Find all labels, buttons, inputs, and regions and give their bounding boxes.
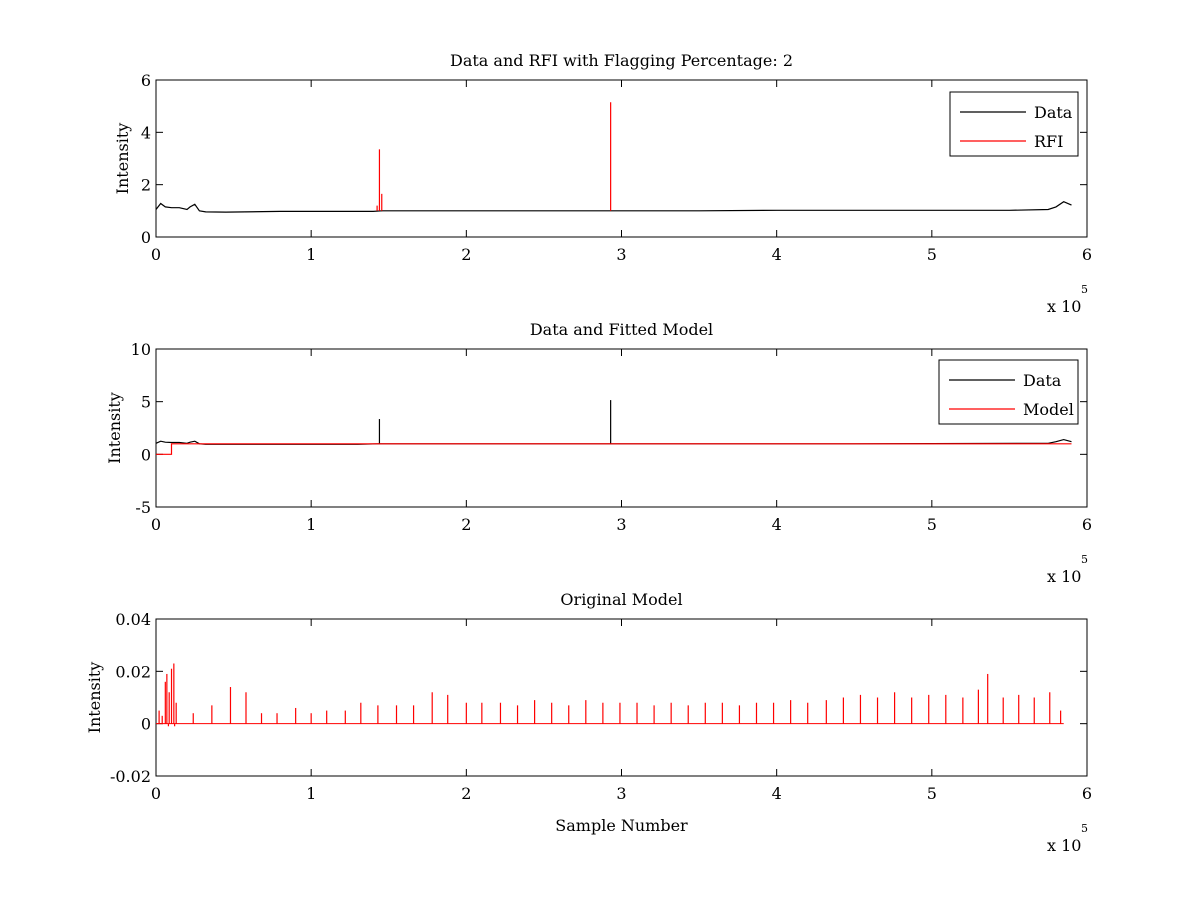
y-tick-label: 0.04 [115, 610, 151, 629]
x-tick-label: 3 [616, 784, 626, 803]
x-tick-label: 5 [927, 245, 937, 264]
series-model-line [156, 443, 1072, 455]
x-tick-label: 6 [1082, 245, 1092, 264]
x-tick-label: 4 [772, 515, 782, 534]
x-tick-label: 6 [1082, 784, 1092, 803]
x-tick-label: 1 [306, 515, 316, 534]
legend-box [938, 359, 1079, 425]
y-tick-label: 5 [141, 393, 151, 412]
x-tick-label: 5 [927, 784, 937, 803]
x-multiplier-exponent: 5 [1081, 283, 1088, 296]
y-tick-label: 0 [141, 445, 151, 464]
x-multiplier-label: x 10 [1047, 836, 1081, 855]
x-tick-label: 5 [927, 515, 937, 534]
y-tick-label: 4 [141, 123, 151, 142]
x-tick-label: 1 [306, 784, 316, 803]
legend-label-rfi: RFI [1034, 132, 1063, 151]
x-tick-label: 3 [616, 515, 626, 534]
legend-label-model: Model [1023, 400, 1074, 419]
panels: Data and RFI with Flagging Percentage: 2… [85, 51, 1092, 855]
x-tick-label: 1 [306, 245, 316, 264]
y-tick-label: -5 [135, 498, 151, 517]
x-tick-label: 0 [151, 515, 161, 534]
legend-label-data: Data [1023, 371, 1062, 390]
x-multiplier-exponent: 5 [1081, 553, 1088, 566]
y-tick-label: 6 [141, 71, 151, 90]
y-tick-label: 0 [141, 228, 151, 247]
x-tick-label: 3 [616, 245, 626, 264]
x-tick-label: 4 [772, 784, 782, 803]
x-multiplier-label: x 10 [1047, 297, 1081, 316]
legend-label-data: Data [1034, 103, 1073, 122]
x-tick-label: 6 [1082, 515, 1092, 534]
x-tick-label: 0 [151, 784, 161, 803]
x-tick-label: 2 [461, 515, 471, 534]
y-axis-label: Intensity [105, 392, 124, 464]
y-tick-label: 0 [141, 715, 151, 734]
chart-title: Data and Fitted Model [530, 320, 713, 339]
x-tick-label: 2 [461, 784, 471, 803]
y-axis-label: Intensity [113, 123, 132, 195]
chart-panel-1: Data and RFI with Flagging Percentage: 2… [113, 51, 1092, 316]
series-data-line [155, 201, 1072, 213]
x-tick-label: 0 [151, 245, 161, 264]
chart-title: Data and RFI with Flagging Percentage: 2 [450, 51, 793, 70]
x-multiplier-label: x 10 [1047, 567, 1081, 586]
x-tick-label: 4 [772, 245, 782, 264]
y-axis-label: Intensity [85, 662, 104, 734]
x-multiplier-exponent: 5 [1081, 822, 1088, 835]
x-tick-label: 2 [461, 245, 471, 264]
chart-title: Original Model [560, 590, 682, 609]
x-axis-label: Sample Number [555, 816, 688, 835]
y-tick-label: 10 [131, 340, 151, 359]
y-tick-label: -0.02 [110, 767, 151, 786]
legend-box [949, 91, 1079, 157]
y-tick-label: 2 [141, 176, 151, 195]
y-tick-label: 0.02 [115, 662, 151, 681]
